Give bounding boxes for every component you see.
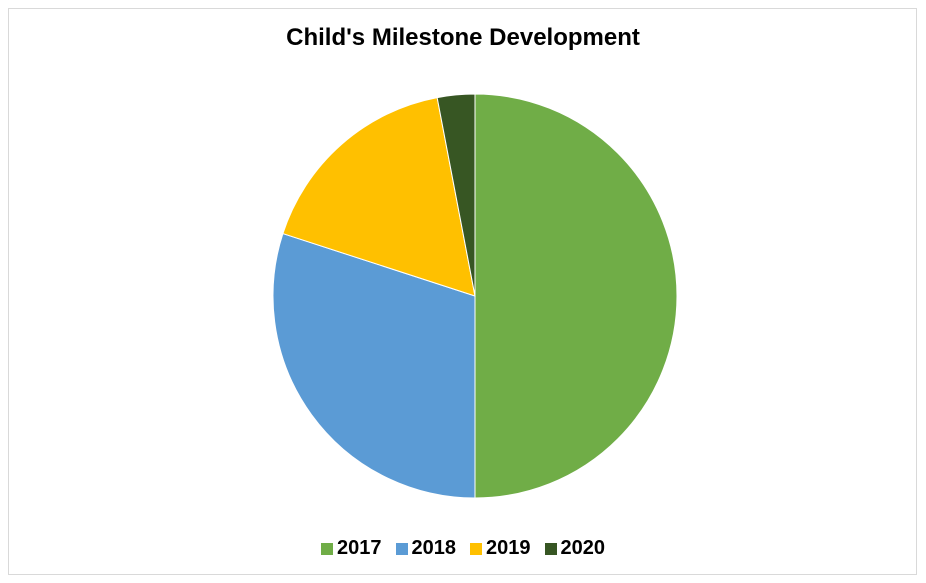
legend-label-2018: 2018 (411, 537, 457, 559)
pie-slice-2017 (474, 93, 678, 499)
legend-item-2017: 2017 (321, 537, 382, 560)
legend-label-2019: 2019 (486, 537, 531, 559)
pie-slice-2018 (272, 232, 476, 499)
legend-item-2020: 2020 (544, 537, 606, 560)
legend-item-2019: 2019 (470, 537, 531, 560)
legend-label-2020: 2020 (560, 537, 606, 559)
pie-slice-2020 (436, 93, 476, 297)
chart-title: Child's Milestone Development (286, 24, 640, 51)
legend-label-2017: 2017 (337, 537, 382, 559)
legend: 2017 2018 2019 2020 (0, 537, 926, 560)
legend-swatch-2018 (395, 542, 408, 555)
legend-swatch-2017 (321, 542, 333, 555)
legend-swatch-2019 (470, 542, 482, 555)
pie-slice-2019 (282, 96, 476, 297)
legend-swatch-2020 (544, 542, 557, 555)
legend-item-2018: 2018 (395, 537, 457, 560)
